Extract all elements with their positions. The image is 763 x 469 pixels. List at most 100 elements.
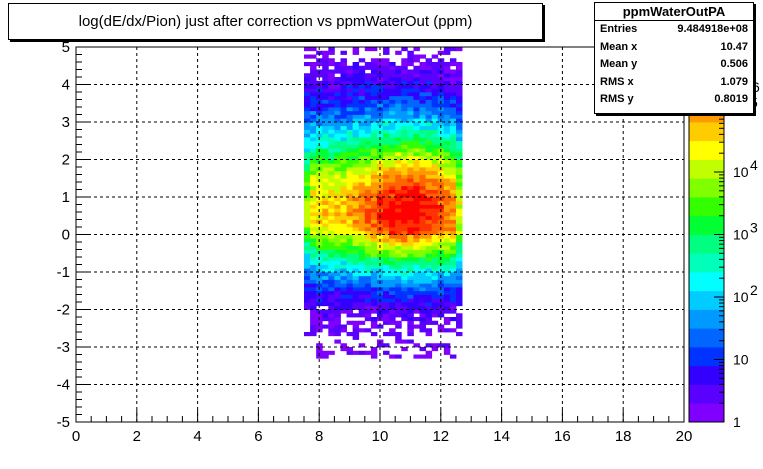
heatmap-cell xyxy=(401,272,408,277)
chart-title-box: log(dE/dx/Pion) just after correction vs… xyxy=(8,3,543,40)
heatmap-cell xyxy=(340,189,347,194)
heatmap-cell xyxy=(370,80,378,85)
heatmap-cell xyxy=(407,290,414,295)
heatmap-cell xyxy=(456,185,463,190)
heatmap-cell xyxy=(358,92,366,97)
heatmap-cell xyxy=(389,223,396,228)
heatmap-cell xyxy=(352,264,360,269)
heatmap-cell xyxy=(328,144,335,149)
heatmap-cell xyxy=(334,118,341,123)
heatmap-cell xyxy=(389,230,396,235)
heatmap-cell xyxy=(437,140,445,145)
heatmap-cell xyxy=(346,242,354,247)
heatmap-cell xyxy=(364,264,372,269)
heatmap-cell xyxy=(358,204,366,209)
heatmap-cell xyxy=(395,65,402,70)
heatmap-cell xyxy=(456,163,463,168)
heatmap-cell xyxy=(316,290,323,295)
heatmap-cell xyxy=(389,279,396,284)
heatmap-cell xyxy=(352,328,360,333)
heatmap-cell xyxy=(407,178,414,183)
heatmap-cell xyxy=(310,129,317,134)
heatmap-cell xyxy=(316,223,323,228)
heatmap-cell xyxy=(419,283,426,288)
heatmap-cell xyxy=(376,152,384,157)
heatmap-cell xyxy=(346,309,354,314)
heatmap-cell xyxy=(346,350,354,355)
heatmap-cell xyxy=(456,155,463,160)
heatmap-cell xyxy=(456,257,463,262)
heatmap-cell xyxy=(304,298,311,303)
heatmap-cell xyxy=(407,62,414,67)
heatmap-cell xyxy=(352,305,360,310)
heatmap-cell xyxy=(383,129,390,134)
heatmap-cell xyxy=(358,107,366,112)
heatmap-cell xyxy=(437,114,445,119)
heatmap-cell xyxy=(419,54,426,59)
heatmap-cell xyxy=(431,264,439,269)
heatmap-cell xyxy=(425,245,433,250)
heatmap-cell xyxy=(443,219,451,224)
heatmap-cell xyxy=(370,133,378,138)
heatmap-cell xyxy=(383,264,390,269)
heatmap-cell xyxy=(449,167,457,172)
heatmap-cell xyxy=(449,234,457,239)
heatmap-cell xyxy=(419,80,426,85)
heatmap-cell xyxy=(419,313,426,318)
heatmap-cell xyxy=(413,200,420,205)
heatmap-cell xyxy=(364,80,372,85)
heatmap-cell xyxy=(383,110,390,115)
heatmap-cell xyxy=(383,159,390,164)
heatmap-cell xyxy=(340,328,347,333)
heatmap-cell xyxy=(443,294,451,299)
heatmap-cell xyxy=(389,234,396,239)
heatmap-cell xyxy=(328,215,335,220)
heatmap-cell xyxy=(322,163,329,168)
heatmap-cell xyxy=(322,62,329,67)
heatmap-cell xyxy=(334,313,341,318)
heatmap-cell xyxy=(419,118,426,123)
heatmap-cell xyxy=(340,260,347,265)
heatmap-cell xyxy=(401,114,408,119)
heatmap-cell xyxy=(322,212,329,217)
heatmap-cell xyxy=(383,275,390,280)
heatmap-cell xyxy=(383,260,390,265)
heatmap-cell xyxy=(334,257,341,262)
heatmap-cell xyxy=(346,133,354,138)
heatmap-cell xyxy=(456,69,463,74)
stats-row-mean-x: Mean x 10.47 xyxy=(595,39,753,57)
heatmap-cell xyxy=(304,103,311,108)
heatmap-cell xyxy=(431,197,439,202)
heatmap-cell xyxy=(316,294,323,299)
heatmap-cell xyxy=(437,144,445,149)
heatmap-cell xyxy=(413,152,420,157)
heatmap-cell xyxy=(316,320,323,325)
heatmap-cell xyxy=(322,324,329,329)
heatmap-cell xyxy=(431,182,439,187)
heatmap-cell xyxy=(340,324,347,329)
heatmap-cell xyxy=(407,137,414,142)
heatmap-cell xyxy=(449,208,457,213)
heatmap-cell xyxy=(304,114,311,119)
heatmap-cell xyxy=(383,58,390,63)
heatmap-cell xyxy=(334,287,341,292)
heatmap-cell xyxy=(328,238,335,243)
heatmap-cell xyxy=(310,95,317,100)
heatmap-cell xyxy=(413,47,420,52)
heatmap-cell xyxy=(389,287,396,292)
heatmap-cell xyxy=(340,193,347,198)
heatmap-cell xyxy=(449,272,457,277)
heatmap-cell xyxy=(456,95,463,100)
heatmap-cell xyxy=(425,249,433,254)
heatmap-cell xyxy=(389,242,396,247)
color-bar-segment xyxy=(689,253,724,273)
heatmap-cell xyxy=(340,197,347,202)
heatmap-cell xyxy=(407,193,414,198)
heatmap-cell xyxy=(304,62,311,67)
heatmap-cell xyxy=(322,283,329,288)
heatmap-cell xyxy=(401,294,408,299)
heatmap-cell xyxy=(322,159,329,164)
heatmap-cell xyxy=(456,242,463,247)
heatmap-cell xyxy=(431,137,439,142)
heatmap-cell xyxy=(304,140,311,145)
